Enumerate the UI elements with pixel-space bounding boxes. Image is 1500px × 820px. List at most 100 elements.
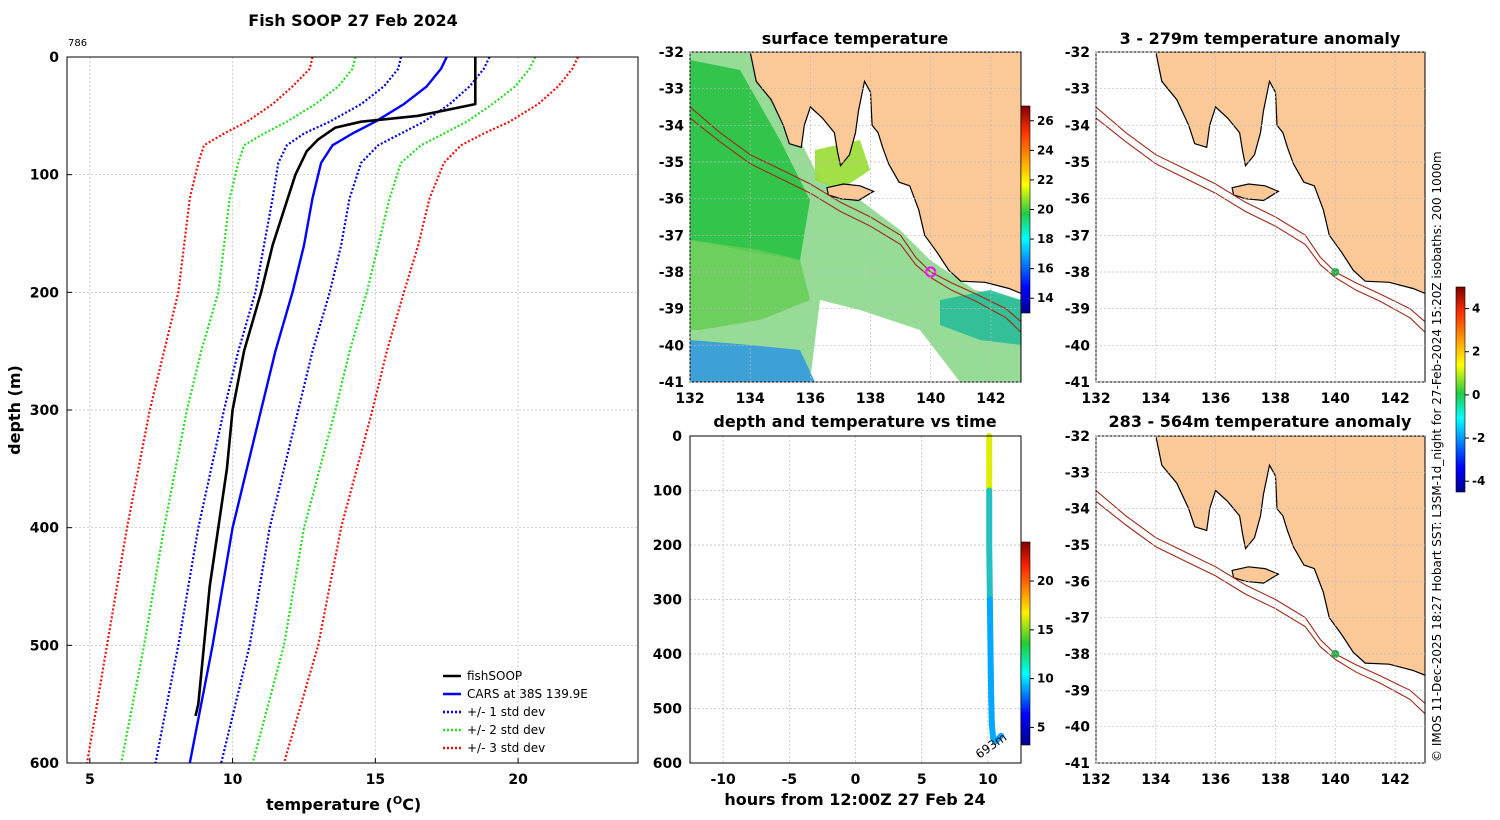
mainland (1155, 436, 1425, 676)
ts-ytick-label: 0 (672, 429, 682, 445)
time-series-colorbar-ticks: 5 10 15 20 (1030, 574, 1054, 734)
colorbar-tick-label: 14 (1037, 291, 1054, 305)
sst-colorbar-ticks: 14 16 18 20 22 24 26 (1030, 114, 1054, 305)
map-ytick-label: -40 (1065, 720, 1091, 736)
map-ytick-label: -37 (659, 228, 684, 244)
map-ytick-label: -35 (659, 155, 684, 171)
ts-segment (988, 694, 995, 728)
colorbar-tick-label: 5 (1037, 720, 1045, 734)
anomaly-lower-title: 283 - 564m temperature anomaly (1109, 412, 1412, 431)
ts-point (986, 460, 992, 466)
map-xtick-label: 136 (1201, 391, 1230, 407)
std1-upper-line (220, 56, 491, 764)
ts-xtick-label: 10 (978, 772, 998, 788)
map-ytick-label: -35 (1065, 155, 1090, 171)
cars-line (188, 56, 448, 764)
ts-ytick-label: 200 (653, 538, 682, 554)
ts-ytick-label: 300 (653, 593, 682, 609)
std3-lower-line (85, 56, 314, 764)
map-xtick-label: 134 (1141, 391, 1170, 407)
legend-cars: CARS at 38S 139.9E (467, 687, 588, 701)
colorbar-tick-label: 2 (1472, 345, 1480, 359)
profile-corner-label: 786 (68, 38, 87, 49)
colorbar-tick-label: 15 (1037, 623, 1054, 637)
colorbar-tick-label: -4 (1472, 474, 1485, 488)
map-ytick-label: -41 (1065, 375, 1090, 391)
ts-xtick-label: -10 (710, 772, 736, 788)
anomaly-upper-ticks: 132 134 136 138 140 142 -32 -33 -34 -35 -36 -37 -38 -… (1065, 45, 1425, 407)
ts-point (998, 733, 1004, 739)
map-ytick-label: -32 (1065, 45, 1090, 61)
map-xtick-label: 138 (1261, 772, 1290, 788)
colorbar-tick-label: 24 (1037, 143, 1054, 157)
mainland (1155, 52, 1425, 295)
map-ytick-label: -39 (1065, 302, 1090, 318)
ts-xtick-label: 5 (917, 772, 927, 788)
ts-ytick-label: 500 (653, 702, 682, 718)
ts-ytick-label: 100 (653, 484, 682, 500)
profile-ytick-label: 400 (30, 521, 59, 537)
anomaly-lower-isobath-1000 (1096, 500, 1425, 715)
anomaly-upper-field (1096, 52, 1425, 382)
map-xtick-label: 138 (1261, 391, 1290, 407)
kangaroo-island (1231, 566, 1280, 584)
ts-point (988, 695, 994, 701)
sst-cool-water (690, 340, 815, 382)
colorbar-tick-label: 4 (1472, 302, 1480, 316)
std2-upper-line (251, 56, 537, 764)
colorbar-tick-label: 0 (1472, 388, 1480, 402)
map-ytick-label: -36 (659, 192, 684, 208)
profile-xtick-label: 5 (85, 772, 95, 788)
fishsoop-line (194, 57, 477, 717)
map-xtick-label: 138 (856, 391, 885, 407)
ts-segment (986, 596, 994, 657)
map-xtick-label: 140 (1321, 772, 1350, 788)
map-xtick-label: 132 (1081, 772, 1110, 788)
legend-std1: +/- 1 std dev (467, 705, 545, 719)
sst-map-title: surface temperature (762, 29, 949, 48)
map-xtick-label: 134 (1141, 772, 1170, 788)
sst-isobath-1000 (690, 117, 1021, 333)
colorbar-tick-label: 10 (1037, 672, 1054, 686)
map-ytick-label: -33 (1065, 465, 1090, 481)
anomaly-lower-isobath-200 (1096, 490, 1425, 705)
map-xtick-label: 142 (976, 391, 1005, 407)
ts-ytick-label: 600 (653, 756, 682, 772)
anomaly-colorbar-ticks: -4 -2 0 2 4 (1465, 302, 1485, 488)
map-ytick-label: -38 (1065, 647, 1090, 663)
ts-point (986, 542, 992, 548)
map-xtick-label: 140 (1321, 391, 1350, 407)
profile-ytick-label: 300 (30, 403, 59, 419)
map-ytick-label: -41 (1065, 756, 1090, 772)
map-ytick-label: -40 (1065, 338, 1091, 354)
std1-lower-line (154, 56, 403, 764)
map-xtick-label: 134 (736, 391, 765, 407)
map-ytick-label: -32 (1065, 429, 1090, 445)
map-ytick-label: -34 (1065, 502, 1091, 518)
map-ytick-label: -39 (1065, 683, 1090, 699)
sst-map-ticks: 132 134 136 138 140 142 -32 -33 -34 -35 -36 -37 -38 -… (659, 45, 1021, 407)
map-ytick-label: -32 (659, 45, 684, 61)
map-ytick-label: -37 (1065, 611, 1090, 627)
time-series-panel: depth and temperature vs time -10 -5 0 5 100… (653, 412, 1054, 809)
anomaly-upper-isobath-1000 (1096, 117, 1425, 333)
map-xtick-label: 136 (796, 391, 825, 407)
colorbar-tick-label: 20 (1037, 203, 1054, 217)
profile-grid (67, 56, 638, 764)
std2-lower-line (120, 56, 357, 764)
colorbar-tick-label: 18 (1037, 232, 1054, 246)
anomaly-colorbar (1455, 286, 1466, 493)
map-ytick-label: -36 (1065, 192, 1090, 208)
sst-coastline (749, 52, 1021, 295)
legend-std3: +/- 3 std dev (467, 741, 545, 755)
time-series-points (986, 433, 1005, 745)
profile-ytick-label: 0 (49, 50, 59, 66)
profile-ytick-label: 500 (30, 638, 59, 654)
map-ytick-label: -40 (659, 338, 685, 354)
map-ytick-label: -34 (1065, 118, 1091, 134)
map-ytick-label: -37 (1065, 228, 1090, 244)
profile-axes-box (66, 56, 639, 764)
anomaly-upper-isobath-200 (1096, 106, 1425, 323)
